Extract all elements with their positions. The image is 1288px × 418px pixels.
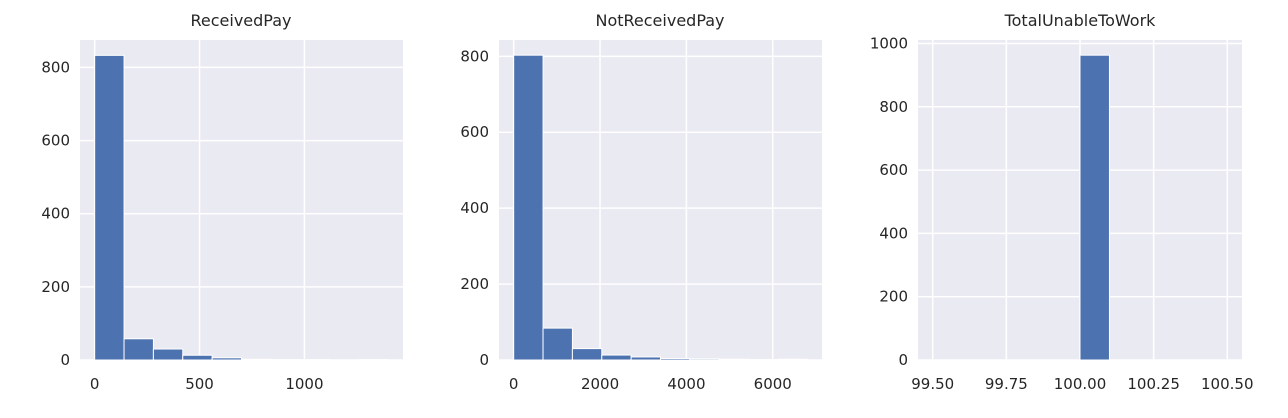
histogram-bar bbox=[630, 356, 661, 361]
y-tick-label: 800 bbox=[41, 58, 70, 76]
y-tick-label: 0 bbox=[479, 351, 489, 369]
panel-title: ReceivedPay bbox=[191, 11, 292, 30]
y-tick-label: 400 bbox=[41, 205, 70, 223]
histogram-bar bbox=[211, 357, 243, 361]
panel-received-pay: ReceivedPay 0 500 1000 0 200 400 600 800 bbox=[41, 11, 403, 393]
x-tick-label: 100.00 bbox=[1054, 375, 1107, 393]
histogram-bar bbox=[660, 357, 691, 361]
y-tick-label: 200 bbox=[41, 278, 70, 296]
panel-not-received-pay: NotReceivedPay 0 2000 4000 6000 0 200 400 600 80… bbox=[460, 11, 822, 393]
x-tick-label: 2000 bbox=[581, 375, 619, 393]
y-tick-label: 800 bbox=[879, 98, 908, 116]
y-tick-label: 1000 bbox=[870, 34, 908, 52]
histogram-bar bbox=[571, 348, 603, 361]
histogram-bar bbox=[718, 358, 750, 361]
histogram-bar bbox=[152, 348, 184, 361]
y-tick-label: 400 bbox=[879, 224, 908, 242]
x-tick-label: 500 bbox=[185, 375, 214, 393]
histogram-bar bbox=[1079, 54, 1110, 361]
histogram-bar bbox=[241, 358, 272, 361]
plot-area bbox=[499, 40, 822, 360]
x-tick-label: 0 bbox=[509, 375, 519, 393]
x-tick-label: 1000 bbox=[285, 375, 323, 393]
histogram-bar bbox=[182, 354, 213, 361]
x-tick-label: 99.75 bbox=[985, 375, 1028, 393]
x-tick-label: 6000 bbox=[754, 375, 792, 393]
y-tick-label: 400 bbox=[460, 199, 489, 217]
x-tick-label: 100.25 bbox=[1127, 375, 1180, 393]
histogram-bar bbox=[542, 327, 573, 361]
y-tick-label: 600 bbox=[879, 161, 908, 179]
y-tick-label: 600 bbox=[460, 123, 489, 141]
x-tick-label: 100.50 bbox=[1201, 375, 1254, 393]
x-tick-label: 0 bbox=[90, 375, 100, 393]
y-tick-label: 0 bbox=[898, 351, 908, 369]
panel-total-unable-to-work: TotalUnableToWork 99.50 99.75 100.00 100.25… bbox=[870, 11, 1254, 393]
panel-title: NotReceivedPay bbox=[595, 11, 724, 30]
x-tick-label: 99.50 bbox=[911, 375, 954, 393]
histogram-bar bbox=[513, 54, 544, 361]
y-tick-label: 800 bbox=[460, 47, 489, 65]
y-tick-label: 200 bbox=[879, 288, 908, 306]
y-tick-label: 200 bbox=[460, 275, 489, 293]
panel-title: TotalUnableToWork bbox=[1004, 11, 1157, 30]
plot-area bbox=[80, 40, 403, 360]
histogram-bar bbox=[777, 358, 808, 361]
histogram-bar bbox=[601, 354, 632, 361]
y-tick-label: 600 bbox=[41, 132, 70, 150]
histogram-bar bbox=[94, 54, 125, 361]
y-tick-label: 0 bbox=[60, 351, 70, 369]
histogram-bar bbox=[123, 338, 154, 361]
histogram-bar bbox=[689, 358, 720, 361]
x-tick-label: 4000 bbox=[667, 375, 705, 393]
